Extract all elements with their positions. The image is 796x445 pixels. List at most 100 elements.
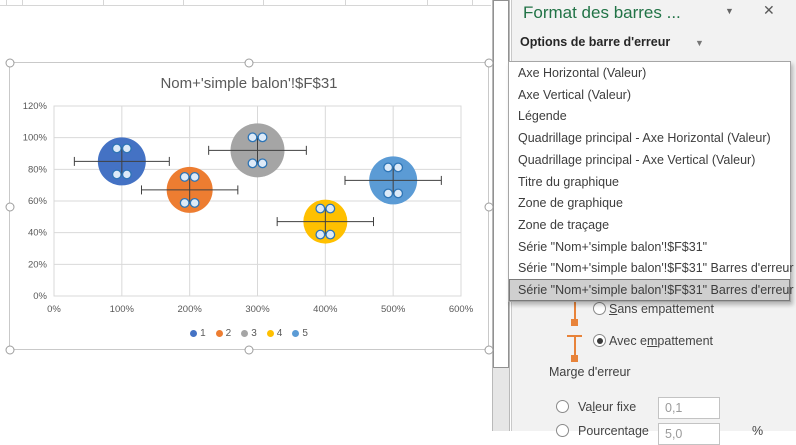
chart-element-option[interactable]: Série "Nom+'simple balon'!$F$31" Barres … [518,261,796,276]
bubble-chart-plot: 0% 100% 200% 300% 400% 500% 600% 0% 20% 40% 60% 80%… [23,101,474,315]
fixed-value-input[interactable] [658,397,720,419]
legend-item[interactable]: 1 [190,328,206,339]
error-bar-selection-handle[interactable] [383,188,394,199]
error-bar-selection-handle[interactable] [247,132,258,143]
close-icon[interactable]: ✕ [763,2,775,18]
chart-element-option[interactable]: Série "Nom+'simple balon'!$F$31" [518,239,708,254]
chart-element-option[interactable]: Légende [518,109,567,124]
error-bar-no-cap-icon [567,294,582,326]
y-axis-tick-label[interactable]: 80% [28,164,48,175]
legend-marker [266,330,274,337]
legend-item[interactable]: 4 [266,328,283,339]
radio-sans-empattement[interactable] [593,302,606,315]
error-bar-options-header[interactable]: Options de barre d'erreur [520,35,671,49]
error-bar-selection-handle[interactable] [179,197,190,208]
radio-label-valeur-fixe[interactable]: Valeur fixe [578,400,637,414]
error-bar-selection-handle[interactable] [257,132,268,143]
error-margin-header: Marge d'erreur [549,365,631,379]
chart-selection-handle[interactable] [5,202,15,212]
chart-element-option[interactable]: Zone de graphique [518,196,623,211]
chart-element-option[interactable]: Axe Vertical (Valeur) [518,87,632,102]
chart-element-option[interactable]: Titre du graphique [518,174,619,189]
y-axis-tick-label[interactable]: 20% [28,259,48,270]
y-axis-tick-label[interactable]: 100% [23,133,48,144]
error-bar-selection-handle[interactable] [189,171,200,182]
chart-title[interactable]: Nom+'simple balon'!$F$31 [160,75,338,92]
error-bar-selection-handle[interactable] [121,143,132,154]
x-axis-tick-label[interactable]: 200% [178,304,203,315]
error-bar-selection-handle[interactable] [179,171,190,182]
error-bar-selection-handle[interactable] [247,158,258,169]
error-bar-selection-handle[interactable] [325,229,336,240]
legend-marker [215,330,223,337]
chart-selection-handle[interactable] [244,345,254,355]
x-axis-tick-label[interactable]: 600% [449,304,474,315]
cell-border [345,0,346,5]
error-bar-selection-handle[interactable] [393,162,404,173]
cell-border [6,0,7,5]
chart-selection-handle[interactable] [484,58,494,68]
chart-selection-handle[interactable] [484,202,494,212]
legend-label: 2 [225,328,232,339]
chart-element-option[interactable]: Zone de traçage [518,218,610,232]
chevron-down-icon[interactable]: ▼ [695,38,704,48]
worksheet-gridlines [0,0,491,6]
legend-item[interactable]: 3 [241,328,257,339]
chart-element-option[interactable]: Quadrillage principal - Axe Horizontal (… [518,131,771,146]
chart-element-option[interactable]: Axe Horizontal (Valeur) [518,65,647,80]
chart-elements-dropdown[interactable]: Axe Horizontal (Valeur) Axe Vertical (Val… [508,61,796,302]
chart-selection-handle[interactable] [484,345,494,355]
x-axis-tick-label[interactable]: 500% [381,304,406,315]
worksheet-vertical-scrollbar[interactable] [492,0,510,431]
task-pane-title: Format des barres ... [523,3,681,22]
chart-selection-handle[interactable] [244,58,254,68]
radio-label-sans[interactable]: Sans empattement [609,302,714,316]
legend-label: 3 [251,328,257,339]
error-bar-selection-handle[interactable] [393,188,404,199]
chart-legend[interactable]: 1 2 3 4 5 [10,328,488,339]
error-bar-selection-handle[interactable] [315,229,326,240]
legend-label: 1 [200,328,206,339]
legend-label: 5 [302,328,308,339]
y-axis-tick-label[interactable]: 60% [28,196,48,207]
x-axis-tick-label[interactable]: 0% [47,304,61,315]
error-bar-selection-handle[interactable] [257,158,268,169]
legend-label: 4 [276,328,283,339]
legend-marker [292,330,300,337]
chart-element-option[interactable]: Série "Nom+'simple balon'!$F$31" Barres … [509,279,796,302]
error-bar-with-cap-icon [567,335,582,363]
error-bar-selection-handle[interactable] [383,162,394,173]
legend-item[interactable]: 2 [215,328,232,339]
cell-border [263,0,264,5]
radio-valeur-fixe[interactable] [556,400,569,413]
percent-sign: % [752,424,764,438]
cell-border [427,0,428,5]
chart-object[interactable]: 0% 100% 200% 300% 400% 500% 600% 0% 20% 40% 60% 80%… [5,58,494,355]
radio-avec-empattement[interactable] [593,334,606,347]
x-axis-tick-label[interactable]: 400% [313,304,338,315]
chart-selection-handle[interactable] [5,345,15,355]
chart-selection-handle[interactable] [5,58,15,68]
radio-label-pourcentage[interactable]: Pourcentage [578,424,649,438]
legend-item[interactable]: 5 [292,328,308,339]
cell-border [103,0,104,5]
error-bar-selection-handle[interactable] [189,197,200,208]
error-bar-selection-handle[interactable] [325,203,336,214]
scrollbar-thumb[interactable] [493,0,509,368]
y-axis-tick-label[interactable]: 40% [28,228,48,239]
legend-marker [190,330,198,337]
error-bar-selection-handle[interactable] [111,169,122,180]
x-axis-tick-label[interactable]: 300% [245,304,270,315]
y-axis-tick-label[interactable]: 0% [33,291,47,302]
percentage-input[interactable] [658,423,720,445]
chart-element-option[interactable]: Quadrillage principal - Axe Vertical (Va… [518,152,756,167]
error-bar-selection-handle[interactable] [111,143,122,154]
error-bar-selection-handle[interactable] [121,169,132,180]
radio-label-avec[interactable]: Avec empattement [609,334,714,348]
y-axis-tick-label[interactable]: 120% [23,101,48,112]
chevron-down-icon[interactable]: ▼ [725,6,734,16]
error-bar-selection-handle[interactable] [315,203,326,214]
legend-marker [241,330,249,337]
x-axis-tick-label[interactable]: 100% [110,304,135,315]
